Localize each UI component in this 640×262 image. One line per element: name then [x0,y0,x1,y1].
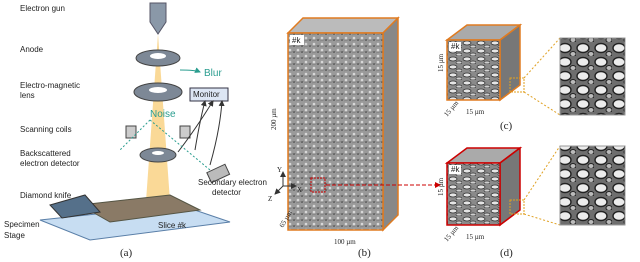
cube-c [444,23,626,116]
label: Stage [4,231,25,240]
label: lens [20,91,35,100]
dimension: 100 µm [334,238,356,246]
dimension: 15 µm [442,224,460,244]
label: Secondary electron [198,178,267,187]
dimension: 15 µm [437,177,445,196]
caption: (c) [500,120,513,132]
label: Specimen [4,220,40,229]
label: detector [212,188,241,197]
axis-label: Y [277,166,282,174]
axis-label: Z [268,195,272,203]
label: Blur [204,68,222,79]
slice-label: #k [451,42,460,51]
caption: (b) [358,247,371,259]
dimension: 15 µm [466,233,485,241]
caption: (a) [120,247,133,259]
slice-label: #k [451,165,460,174]
panel-a-labels: Electron gun Anode Electro-magnetic lens… [4,4,267,259]
dimension: 15 µm [442,99,460,119]
label: Electro-magnetic [20,81,80,90]
slice-label: #k [292,36,301,45]
dimension: 15 µm [437,53,445,72]
cube-d [444,145,626,227]
label: electron detector [20,159,80,168]
label: Monitor [193,90,220,99]
axis-label: X [297,186,302,194]
dimension: 200 µm [270,108,278,130]
label: Scanning coils [20,125,72,134]
label: Slice #k [158,221,187,230]
label: Anode [20,45,44,54]
sem-diagram [39,2,231,241]
label: Backscattered [20,149,71,158]
label: Noise [150,109,176,120]
label: Electron gun [20,4,65,13]
caption: (d) [500,247,513,259]
dimension: 15 µm [466,108,485,116]
volume-b [274,16,441,232]
label: Diamond knife [20,191,72,200]
